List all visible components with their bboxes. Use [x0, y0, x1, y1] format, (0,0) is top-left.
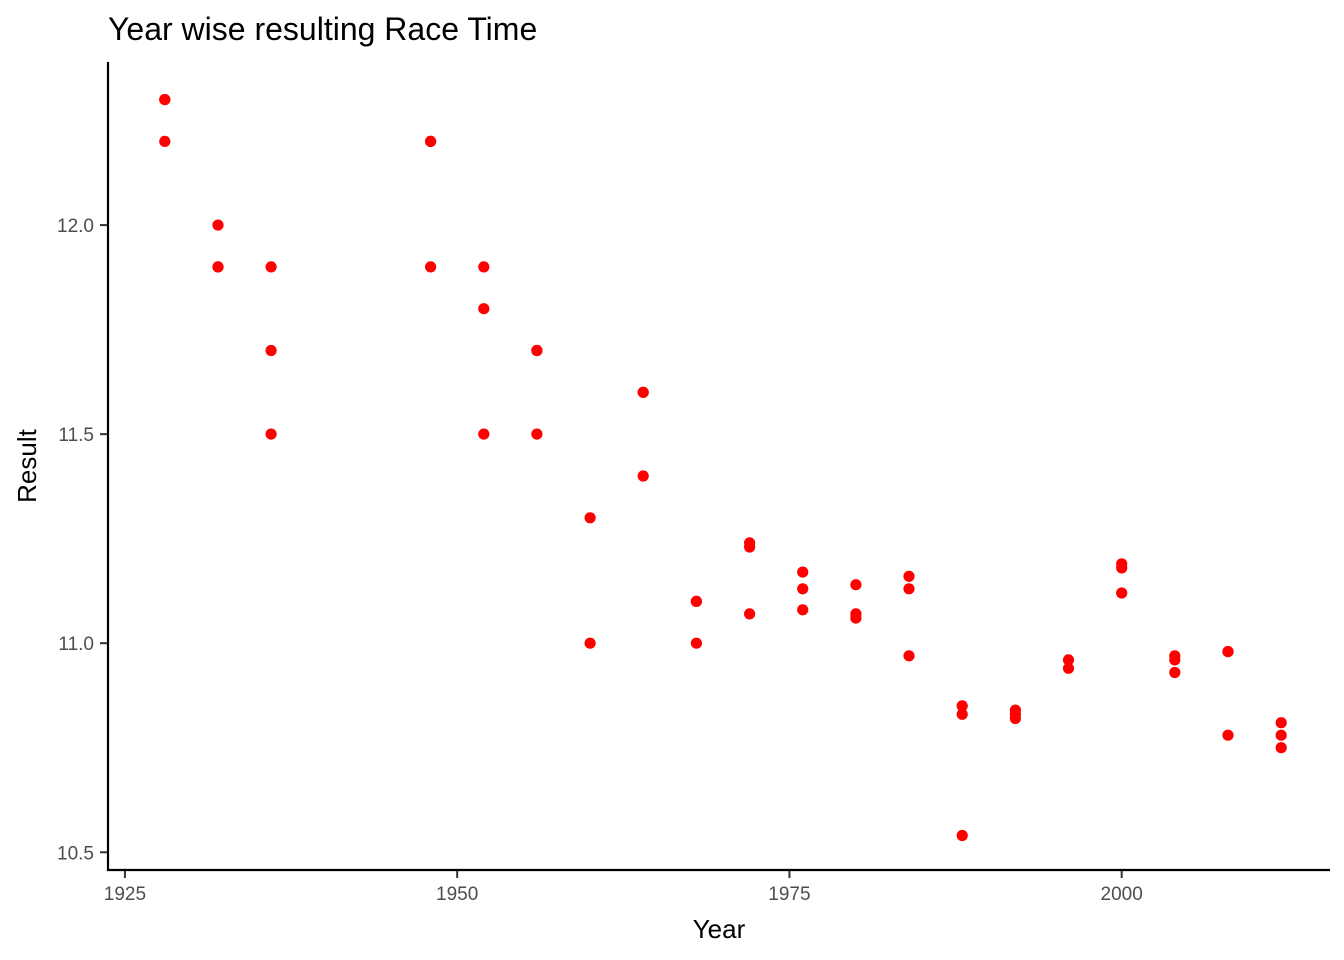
data-point [956, 700, 968, 712]
data-point [159, 94, 171, 106]
data-point [903, 650, 915, 662]
data-point [265, 428, 277, 440]
data-point [797, 566, 809, 578]
data-point [478, 261, 490, 273]
data-point [1169, 666, 1181, 679]
x-tick-label: 2000 [1101, 884, 1143, 905]
data-point [956, 829, 968, 842]
data-point [797, 604, 809, 616]
x-ticks: 1925 1950 1975 2000 [104, 871, 1143, 905]
data-point [1275, 729, 1287, 741]
data-point [744, 608, 756, 620]
data-point [531, 428, 543, 440]
data-point [1009, 712, 1022, 725]
data-point [1222, 646, 1234, 658]
y-tick-label: 12.0 [57, 216, 94, 237]
data-point [425, 261, 437, 273]
data-point [531, 344, 543, 357]
data-point [1116, 587, 1128, 599]
x-axis-label: Year [693, 914, 746, 944]
data-point [212, 261, 224, 273]
data-point [637, 470, 649, 482]
data-point [637, 386, 649, 398]
data-point [478, 303, 490, 315]
data-point [1062, 662, 1075, 674]
data-point [690, 595, 703, 608]
data-point [159, 135, 171, 147]
data-point [1275, 717, 1287, 729]
data-point [850, 579, 862, 591]
data-point [425, 135, 437, 147]
data-point [478, 428, 490, 440]
x-tick-label: 1950 [436, 884, 478, 905]
data-point [850, 612, 862, 624]
data-point [1062, 654, 1075, 666]
data-point [903, 583, 915, 595]
data-point [1116, 562, 1128, 574]
y-tick-label: 11.5 [58, 425, 94, 446]
points-layer [159, 94, 1287, 842]
y-ticks: 10.5 11.0 11.5 12.0 [57, 216, 107, 864]
data-point [956, 708, 968, 720]
data-point [1222, 729, 1234, 741]
y-tick-label: 11.0 [58, 634, 94, 655]
data-point [690, 637, 703, 649]
data-point [903, 570, 915, 582]
data-point [797, 583, 809, 595]
data-point [584, 512, 596, 524]
x-tick-label: 1925 [104, 884, 146, 905]
data-point [1275, 742, 1287, 754]
chart-title: Year wise resulting Race Time [108, 11, 537, 47]
y-tick-label: 10.5 [57, 843, 94, 864]
x-tick-label: 1975 [768, 884, 810, 905]
y-axis-label: Result [12, 428, 42, 502]
data-point [265, 344, 277, 357]
data-point [265, 261, 277, 273]
data-point [744, 541, 756, 553]
data-point [212, 219, 224, 231]
data-point [584, 637, 596, 649]
data-point [1169, 654, 1181, 666]
